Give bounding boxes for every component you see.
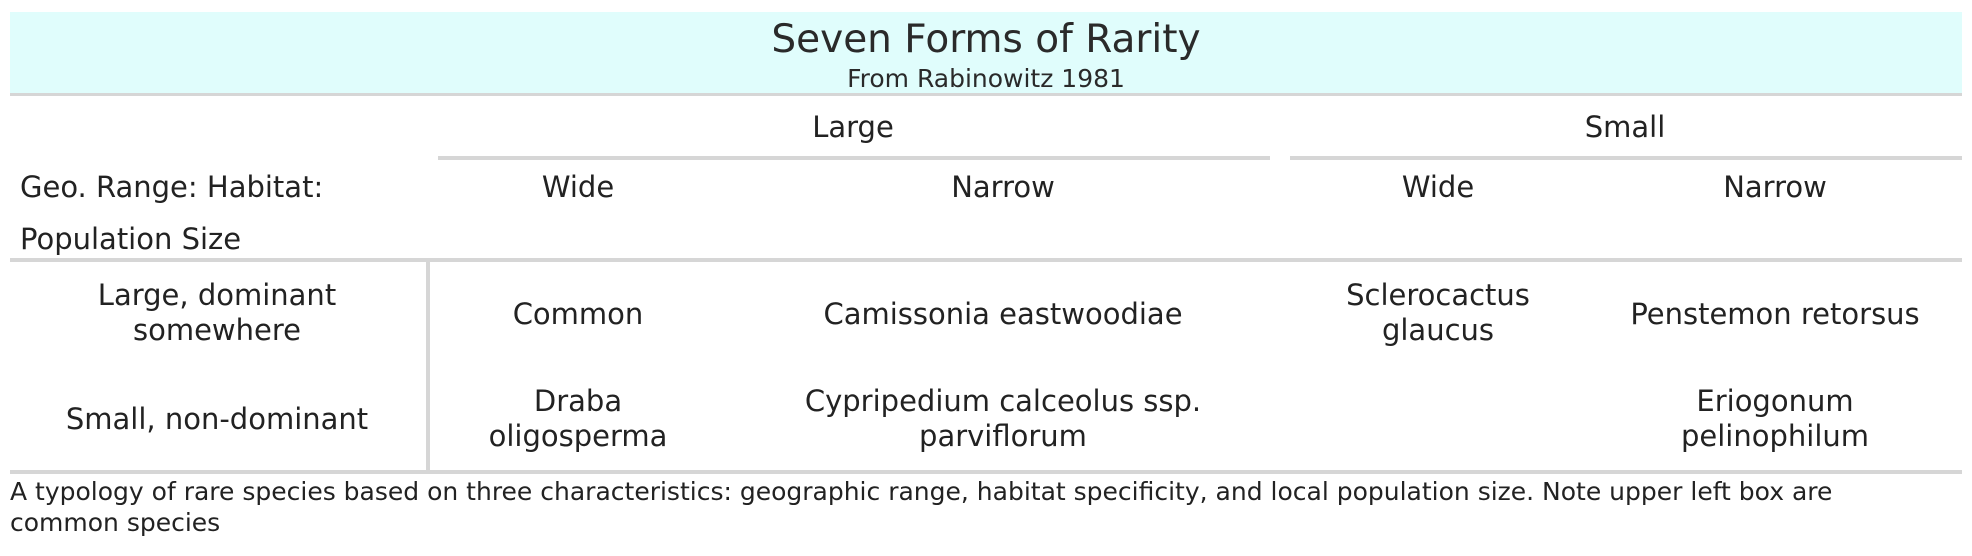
row-label-small-nondominant: Small, non-dominant — [65, 402, 369, 436]
corner-label-range-habitat: Geo. Range: Habitat: — [20, 170, 324, 204]
rarity-table: Seven Forms of Rarity From Rabinowitz 19… — [10, 12, 1962, 96]
table-title-box: Seven Forms of Rarity From Rabinowitz 19… — [10, 12, 1962, 96]
column-header-small-narrow: Narrow — [1723, 170, 1827, 204]
column-header-large-wide: Wide — [541, 170, 615, 204]
row-label-divider — [426, 262, 430, 472]
cell-sclerocactus: Sclerocactus glaucus — [1346, 278, 1530, 347]
group-underline-small — [1290, 156, 1962, 160]
cell-cypripedium: Cypripedium calceolus ssp. parviflorum — [804, 384, 1202, 453]
group-header-large: Large — [812, 110, 894, 144]
table-subtitle: From Rabinowitz 1981 — [847, 64, 1125, 93]
column-header-small-wide: Wide — [1401, 170, 1475, 204]
column-header-large-narrow: Narrow — [951, 170, 1055, 204]
table-title: Seven Forms of Rarity — [771, 17, 1201, 62]
table-bottom-rule — [10, 470, 1962, 474]
group-underline-large — [438, 156, 1270, 160]
header-bottom-rule — [10, 258, 1962, 262]
table-caption-note: A typology of rare species based on thre… — [10, 477, 1833, 537]
cell-common: Common — [512, 297, 644, 331]
row-label-large-dominant: Large, dominant somewhere — [97, 278, 337, 347]
group-header-small: Small — [1584, 110, 1666, 144]
cell-penstemon: Penstemon retorsus — [1630, 297, 1920, 331]
cell-draba: Draba oligosperma — [488, 384, 668, 453]
corner-label-population: Population Size — [20, 222, 242, 256]
cell-eriogonum: Eriogonum pelinophilum — [1680, 384, 1870, 453]
cell-camissonia: Camissonia eastwoodiae — [823, 297, 1183, 331]
